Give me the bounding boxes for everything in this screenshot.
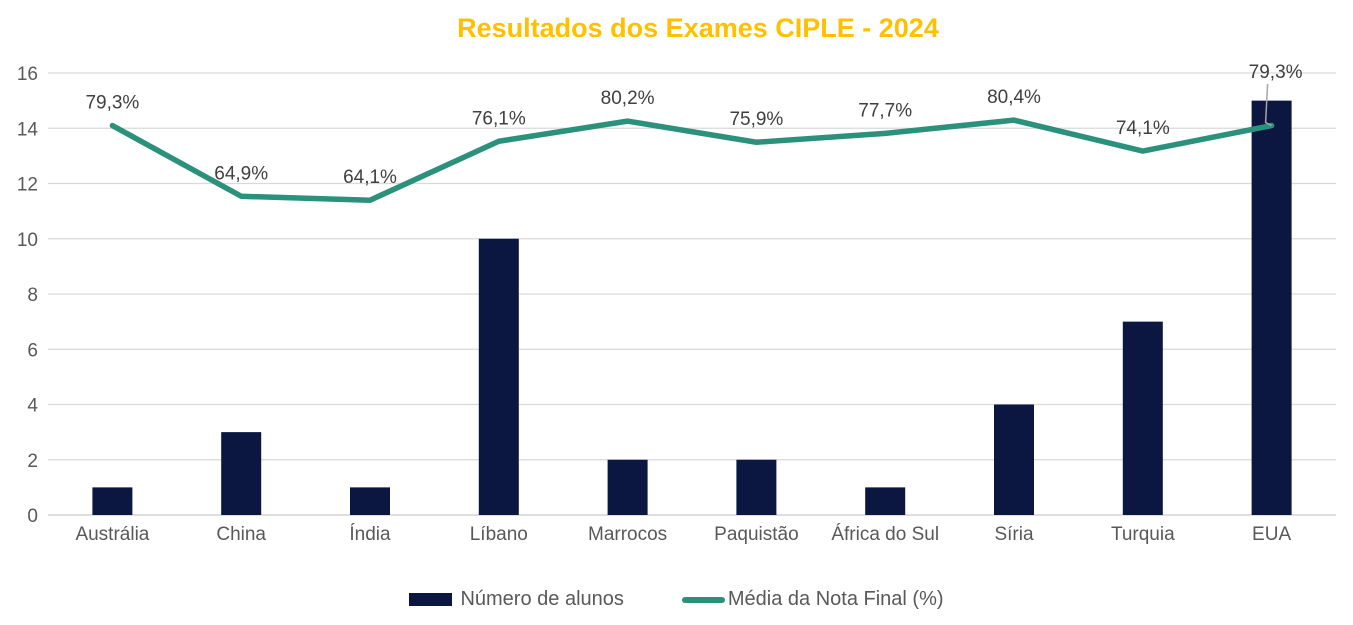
bar-swatch-icon: [409, 593, 453, 606]
line-media-da-nota-final: [109, 117, 1275, 203]
x-label-austrália: Austrália: [75, 524, 149, 545]
bar-índia: [350, 487, 390, 515]
point-label-síria: 80,4%: [987, 87, 1041, 108]
point-label-líbano: 76,1%: [472, 108, 526, 129]
point-label-marrocos: 80,2%: [601, 88, 655, 109]
x-label-eua: EUA: [1252, 524, 1291, 545]
legend-item-media-nota-final: Média da Nota Final (%): [681, 588, 944, 611]
point-label-áfrica-do-sul: 77,7%: [858, 100, 912, 121]
x-label-líbano: Líbano: [470, 524, 528, 545]
x-label-paquistão: Paquistão: [714, 524, 799, 545]
bar-líbano: [478, 238, 519, 515]
bar-eua: [1251, 100, 1292, 515]
bar-paquistão: [736, 459, 777, 515]
point-label-turquia: 74,1%: [1116, 118, 1170, 139]
x-label-china: China: [216, 524, 266, 545]
x-label-síria: Síria: [994, 524, 1034, 545]
point-label-eua: 79,3%: [1249, 62, 1303, 83]
x-label-índia: Índia: [349, 524, 391, 545]
bar-china: [221, 432, 262, 515]
legend: Número de alunos Média da Nota Final (%): [0, 588, 1353, 611]
point-label-china: 64,9%: [214, 163, 268, 184]
y-tick-14: 14: [17, 119, 39, 140]
chart-title: Resultados dos Exames CIPLE - 2024: [457, 13, 939, 43]
point-label-austrália: 79,3%: [85, 93, 139, 114]
legend-label-bars: Número de alunos: [460, 588, 624, 610]
point-label-paquistão: 75,9%: [729, 109, 783, 130]
legend-item-numero-de-alunos: Número de alunos: [409, 588, 624, 611]
y-tick-6: 6: [27, 340, 38, 361]
point-label-índia: 64,1%: [343, 167, 397, 188]
y-tick-8: 8: [27, 285, 38, 306]
y-tick-12: 12: [17, 175, 38, 196]
y-tick-2: 2: [27, 451, 38, 472]
bar-síria: [994, 404, 1034, 515]
y-tick-16: 16: [17, 64, 38, 85]
bar-turquia: [1122, 321, 1163, 515]
legend-label-line: Média da Nota Final (%): [727, 588, 944, 610]
bar-áfrica-do-sul: [865, 487, 906, 515]
line-swatch-icon: [681, 596, 725, 603]
y-tick-4: 4: [27, 396, 38, 417]
y-tick-10: 10: [17, 230, 38, 251]
leader-line: [1264, 83, 1272, 127]
bar-austrália: [92, 487, 133, 515]
y-tick-0: 0: [27, 506, 38, 527]
x-label-turquia: Turquia: [1111, 524, 1175, 545]
x-label-áfrica-do-sul: África do Sul: [831, 524, 939, 545]
x-label-marrocos: Marrocos: [588, 524, 667, 545]
bar-marrocos: [607, 459, 648, 515]
